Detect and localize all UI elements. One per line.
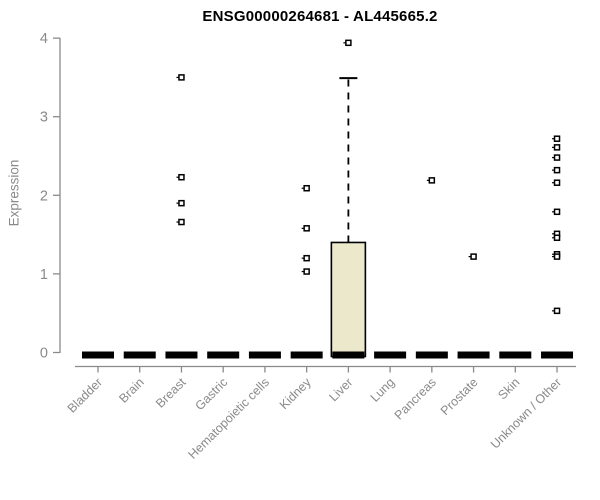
median-bar bbox=[82, 351, 114, 359]
outlier-point bbox=[553, 208, 561, 216]
outlier-point bbox=[470, 253, 477, 260]
x-tick-label: Breast bbox=[153, 375, 189, 411]
x-tick-label: Brain bbox=[116, 375, 147, 406]
x-tick-label: Unknown / Other bbox=[488, 375, 564, 451]
outlier-point bbox=[303, 268, 310, 275]
outlier-point bbox=[553, 307, 561, 315]
median-bar bbox=[207, 351, 240, 359]
y-axis-label: Expression bbox=[6, 159, 22, 227]
median-bar bbox=[499, 351, 532, 359]
outlier-point bbox=[178, 199, 185, 207]
median-bar bbox=[248, 351, 281, 359]
box bbox=[330, 241, 367, 358]
median-bar bbox=[290, 351, 323, 359]
outlier-point bbox=[345, 39, 352, 47]
outlier-point bbox=[178, 218, 185, 226]
y-tick-label: 3 bbox=[40, 110, 48, 126]
outlier-point bbox=[303, 225, 310, 232]
outlier-point bbox=[553, 179, 561, 186]
median-bar bbox=[415, 351, 448, 359]
outlier-point bbox=[553, 166, 561, 174]
outlier-point bbox=[553, 144, 561, 151]
median-bar bbox=[123, 351, 156, 359]
x-tick-label: Pancreas bbox=[392, 375, 439, 422]
x-tick-label: Bladder bbox=[65, 375, 105, 415]
y-tick-label: 0 bbox=[40, 346, 48, 362]
y-tick-label: 1 bbox=[40, 267, 48, 283]
x-tick-label: Hematopoietic cells bbox=[185, 375, 272, 462]
median-bar bbox=[541, 351, 574, 359]
x-tick-label: Prostate bbox=[438, 375, 481, 418]
chart-title: ENSG00000264681 - AL445665.2 bbox=[202, 8, 438, 25]
outlier-point bbox=[303, 254, 310, 262]
x-tick-label: Liver bbox=[326, 375, 355, 404]
outlier-point bbox=[553, 135, 561, 142]
median-bar bbox=[457, 351, 490, 359]
y-tick-label: 4 bbox=[40, 31, 48, 47]
x-tick-label: Skin bbox=[495, 375, 522, 402]
outlier-point bbox=[428, 177, 436, 184]
y-tick-label: 2 bbox=[40, 188, 48, 204]
outlier-point bbox=[553, 234, 561, 241]
outlier-point bbox=[553, 154, 561, 161]
median-bar bbox=[374, 351, 407, 359]
median-bar bbox=[332, 351, 365, 359]
median-bar bbox=[165, 351, 198, 359]
x-tick-label: Lung bbox=[368, 375, 398, 405]
outlier-point bbox=[303, 184, 310, 192]
x-tick-label: Gastric bbox=[192, 375, 230, 413]
x-tick-label: Kidney bbox=[277, 375, 314, 412]
outlier-point bbox=[178, 74, 185, 81]
outlier-point bbox=[553, 253, 561, 260]
outlier-point bbox=[178, 173, 185, 181]
